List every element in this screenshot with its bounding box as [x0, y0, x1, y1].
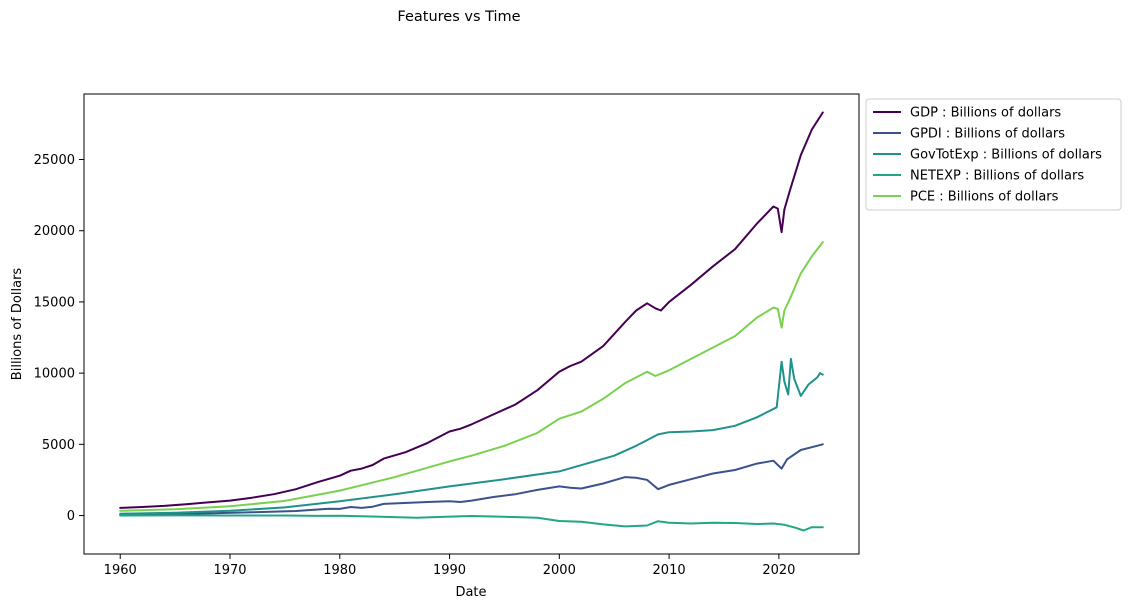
legend-entry-label: GovTotExp : Billions of dollars: [910, 148, 1102, 163]
y-tick-label: 20000: [34, 224, 75, 239]
y-tick-label: 0: [67, 509, 75, 524]
series-line-4: [119, 514, 824, 532]
series-line-5: [119, 241, 824, 512]
x-tick-label: 1990: [433, 563, 466, 578]
y-axis-label: Billions of Dollars: [10, 268, 25, 381]
x-tick-label: 2010: [653, 563, 686, 578]
y-tick-label: 15000: [34, 295, 75, 310]
x-tick-label: 1970: [213, 563, 246, 578]
legend-entry-label: GDP : Billions of dollars: [910, 106, 1061, 121]
series-layer: [119, 111, 824, 532]
y-tick-label: 10000: [34, 367, 75, 382]
plot-area: [83, 93, 860, 555]
x-axis: 1960 1970 1980 1990 2000 2010 2020: [104, 554, 795, 578]
x-tick-label: 1960: [104, 563, 137, 578]
y-tick-label: 25000: [34, 153, 75, 168]
legend-frame: [865, 98, 1122, 211]
x-tick-label: 2020: [762, 563, 795, 578]
legend-entry-label: NETEXP : Billions of dollars: [910, 169, 1084, 184]
series-line-2: [119, 443, 824, 516]
y-tick-label: 5000: [42, 438, 75, 453]
series-line-1: [119, 111, 824, 509]
x-tick-label: 2000: [543, 563, 576, 578]
x-tick-label: 1980: [323, 563, 356, 578]
series-line-3: [119, 357, 824, 515]
legend: GDP : Billions of dollars GPDI : Billions…: [865, 98, 1122, 211]
chart-title: Features vs Time: [397, 9, 520, 25]
legend-entry-label: PCE : Billions of dollars: [910, 190, 1059, 205]
legend-entry-label: GPDI : Billions of dollars: [910, 127, 1065, 142]
y-axis: 0 5000 10000 15000 20000 25000: [34, 153, 84, 524]
x-axis-label: Date: [455, 585, 486, 600]
